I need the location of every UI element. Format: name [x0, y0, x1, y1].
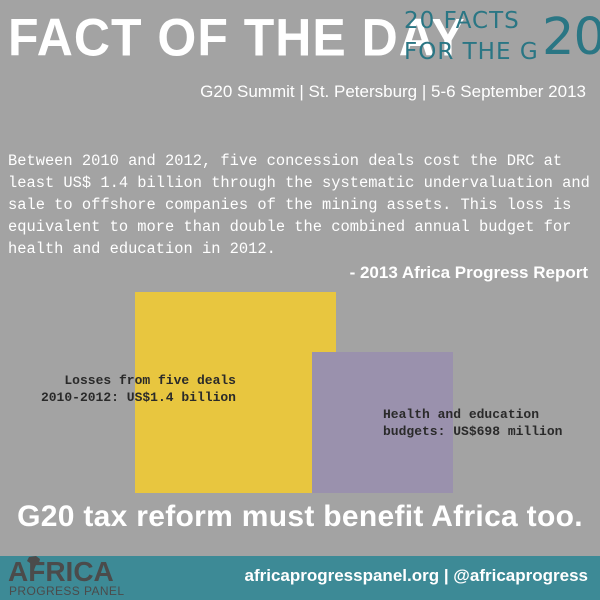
health-education-label: Health and education budgets: US$698 mil… [383, 407, 563, 439]
loss-square [135, 292, 336, 493]
health-education-square [312, 352, 453, 493]
footer-bar [0, 556, 600, 600]
fact-text: Between 2010 and 2012, five concession d… [8, 152, 590, 258]
fact-source: - 2013 Africa Progress Report [349, 263, 588, 282]
logo-wordmark: AFRICA [8, 556, 114, 587]
tagline-line-1: 20 FACTS [404, 8, 520, 34]
page-title: FACT OF THE DAY [8, 8, 466, 67]
africa-map-icon [27, 556, 40, 570]
tagline-big-20: 20 [542, 8, 600, 67]
headline: G20 tax reform must benefit Africa too. [17, 500, 583, 533]
loss-label: Losses from five deals 2010-2012: US$1.4… [40, 373, 236, 405]
summit-subtitle: G20 Summit | St. Petersburg | 5-6 Septem… [200, 82, 586, 101]
tagline-line-2: FOR THE G [404, 39, 539, 65]
logo-subtitle: PROGRESS PANEL [9, 584, 125, 598]
footer-links[interactable]: africaprogresspanel.org | @africaprogres… [244, 566, 588, 585]
